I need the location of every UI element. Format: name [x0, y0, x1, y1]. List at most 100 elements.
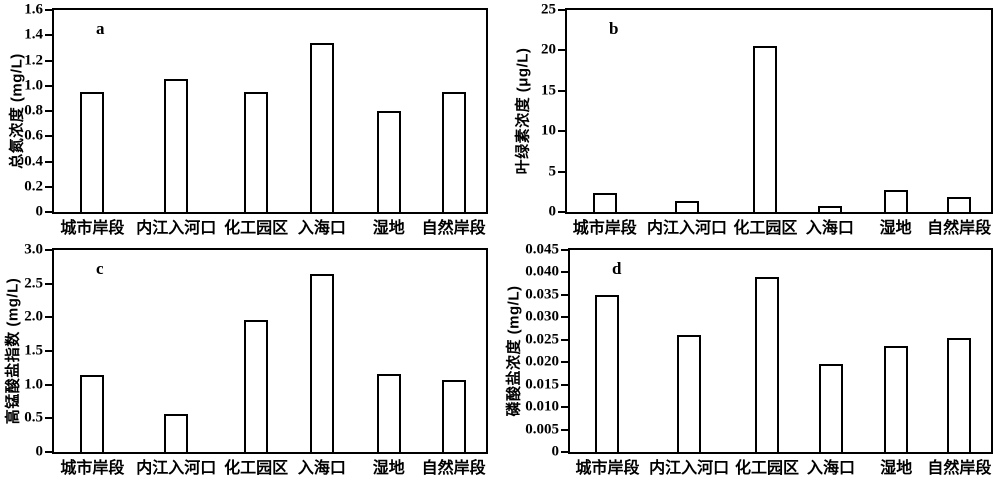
x-category-label: 化工园区: [735, 460, 800, 477]
x-category-label: 城市岸段: [60, 220, 125, 237]
panel-c: 高锰酸盐指数 (mg/L) c 0 0.5 1.0 1.5 2.0 2.5 3.0 城市岸段 内江…: [0, 240, 500, 480]
bar-化工园区: [244, 92, 269, 212]
y-axis-label-c: 高锰酸盐指数 (mg/L): [4, 277, 22, 425]
y-tick: [558, 49, 565, 52]
y-tick-label: 0.045: [525, 241, 559, 258]
bar-内江入河口: [164, 79, 189, 212]
plot-area-a: a 0 0.2 0.4 0.6 0.8 1.0 1.2 1.4 1.6 城市岸段 内江入河口 化工园区入…: [24, 2, 488, 237]
y-tick-label: 0.015: [525, 376, 559, 393]
bar-入海口: [309, 274, 334, 452]
y-tick: [45, 34, 52, 37]
x-category-label: 化工园区: [224, 460, 289, 477]
bar-城市岸段: [592, 193, 617, 212]
y-tick-label: 0.010: [525, 398, 559, 415]
y-tick-label: 0.030: [525, 308, 559, 325]
y-tick: [45, 350, 52, 352]
y-tick-label: 1.4: [24, 26, 43, 43]
y-tick: [45, 417, 52, 420]
bar-湿地: [884, 346, 909, 452]
bar-内江入河口: [677, 335, 702, 452]
x-category-label: 入海口: [297, 460, 346, 477]
x-category-label: 内江入河口: [649, 460, 730, 477]
x-category-label: 湿地: [372, 220, 405, 237]
y-tick: [561, 271, 568, 274]
plot-area-b: b 0 5 10 15 20 25 城市岸段 内江入河口 化工园区 入海口 湿地 自然岸段: [541, 2, 993, 237]
x-category-label: 内江入河口: [136, 460, 217, 477]
y-tick: [45, 110, 52, 112]
bar-入海口: [309, 43, 334, 212]
y-tick: [558, 89, 565, 92]
y-tick-label: 20: [541, 41, 556, 58]
bar-自然岸段: [947, 338, 972, 452]
y-tick-label: 0: [35, 443, 44, 460]
y-tick: [561, 383, 568, 386]
plot-area-c: c 0 0.5 1.0 1.5 2.0 2.5 3.0 城市岸段 内江入河口 化工园区 入海口 湿地 自然…: [24, 242, 488, 477]
y-tick-label: 0: [551, 443, 560, 460]
x-category-label: 自然岸段: [927, 460, 992, 477]
y-tick-label: 5: [548, 163, 557, 180]
y-tick-label: 0.040: [525, 263, 559, 280]
y-tick: [561, 451, 568, 453]
bar-化工园区: [753, 46, 778, 212]
y-tick: [45, 451, 52, 453]
panel-d: 磷酸盐浓度 (mg/L) d 0 0.005 0.010 0.015 0.020 0.025…: [500, 240, 1000, 480]
y-tick: [558, 211, 565, 213]
bar-城市岸段: [80, 92, 105, 212]
x-category-label: 入海口: [297, 220, 346, 237]
panel-label-a: a: [96, 19, 105, 38]
y-tick: [561, 361, 568, 364]
panel-label-b: b: [609, 19, 619, 38]
y-tick: [561, 406, 568, 409]
bar-湿地: [376, 374, 401, 452]
bar-内江入河口: [674, 201, 699, 212]
y-tick-label: 15: [541, 82, 556, 99]
y-tick-label: 1.0: [24, 77, 43, 94]
y-tick-label: 0: [548, 203, 557, 220]
x-category-label: 内江入河口: [136, 220, 217, 237]
y-tick-label: 0.025: [525, 331, 559, 348]
y-tick-label: 1.5: [24, 342, 43, 359]
y-tick-label: 3.0: [24, 241, 43, 258]
x-category-label: 湿地: [879, 220, 912, 237]
bar-自然岸段: [441, 92, 466, 212]
y-tick-label: 1.0: [24, 376, 43, 393]
y-tick: [561, 428, 568, 431]
y-tick: [558, 9, 565, 11]
y-tick: [45, 249, 52, 251]
x-category-label: 内江入河口: [646, 220, 727, 237]
y-tick: [561, 338, 568, 341]
y-tick: [45, 316, 52, 319]
y-tick: [45, 211, 52, 213]
y-tick-label: 0.5: [24, 409, 43, 426]
y-tick: [45, 383, 52, 386]
bar-化工园区: [755, 277, 780, 452]
y-tick-label: 0.005: [525, 421, 559, 438]
bar-化工园区: [244, 320, 269, 452]
y-tick: [558, 170, 565, 173]
y-tick: [45, 160, 52, 163]
y-axis-label-b: 叶绿素浓度 (μg/L): [514, 47, 532, 175]
y-tick: [561, 316, 568, 319]
panel-label-c: c: [96, 259, 104, 278]
y-axis-label-d: 磷酸盐浓度 (mg/L): [505, 285, 523, 417]
y-tick-label: 0.020: [525, 353, 559, 370]
x-category-label: 城市岸段: [60, 460, 125, 477]
bar-内江入河口: [164, 414, 189, 452]
bar-自然岸段: [947, 197, 972, 212]
y-tick: [45, 185, 52, 188]
bar-湿地: [376, 111, 401, 212]
y-tick: [45, 135, 52, 138]
y-tick-label: 0.2: [24, 178, 43, 195]
plot-area-d: d 0 0.005 0.010 0.015 0.020 0.025 0.030 0.035 0.0…: [525, 242, 993, 477]
bar-城市岸段: [80, 375, 105, 452]
y-tick: [558, 130, 565, 133]
y-tick-label: 10: [541, 122, 556, 139]
bar-自然岸段: [441, 380, 466, 452]
y-tick-label: 1.6: [24, 1, 43, 18]
x-category-label: 城市岸段: [575, 460, 640, 477]
y-tick: [45, 282, 52, 285]
x-category-label: 自然岸段: [421, 220, 486, 237]
x-category-label: 湿地: [880, 460, 913, 477]
x-category-label: 自然岸段: [421, 460, 486, 477]
